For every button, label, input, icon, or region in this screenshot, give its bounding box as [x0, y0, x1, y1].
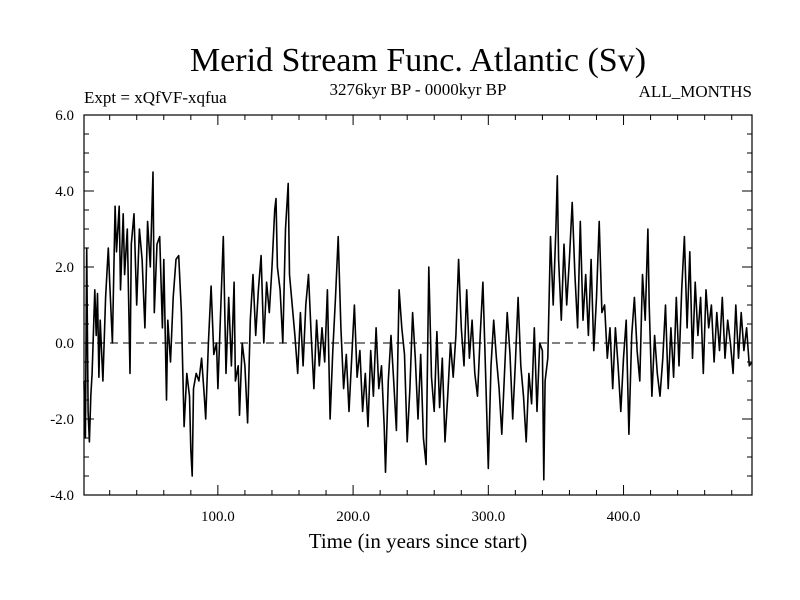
y-tick-label: -4.0 — [50, 488, 74, 504]
x-tick-label: 100.0 — [201, 509, 235, 525]
y-tick-label: 6.0 — [55, 108, 74, 124]
x-tick-label: 400.0 — [607, 509, 641, 525]
time-range-label: 3276kyr BP - 0000kyr BP — [330, 80, 507, 99]
y-tick-label: 2.0 — [55, 260, 74, 276]
chart-title: Merid Stream Func. Atlantic (Sv) — [190, 42, 646, 79]
y-tick-label: -2.0 — [50, 412, 74, 428]
experiment-label: Expt = xQfVF-xqfua — [84, 88, 227, 107]
x-tick-label: 300.0 — [471, 509, 505, 525]
y-tick-label: 0.0 — [55, 336, 74, 352]
plot-frame — [83, 114, 753, 496]
y-tick-label: 4.0 — [55, 184, 74, 200]
x-tick-label: 200.0 — [336, 509, 370, 525]
x-axis-label: Time (in years since start) — [309, 529, 528, 553]
series-line-0 — [83, 171, 753, 481]
months-label: ALL_MONTHS — [639, 82, 752, 101]
